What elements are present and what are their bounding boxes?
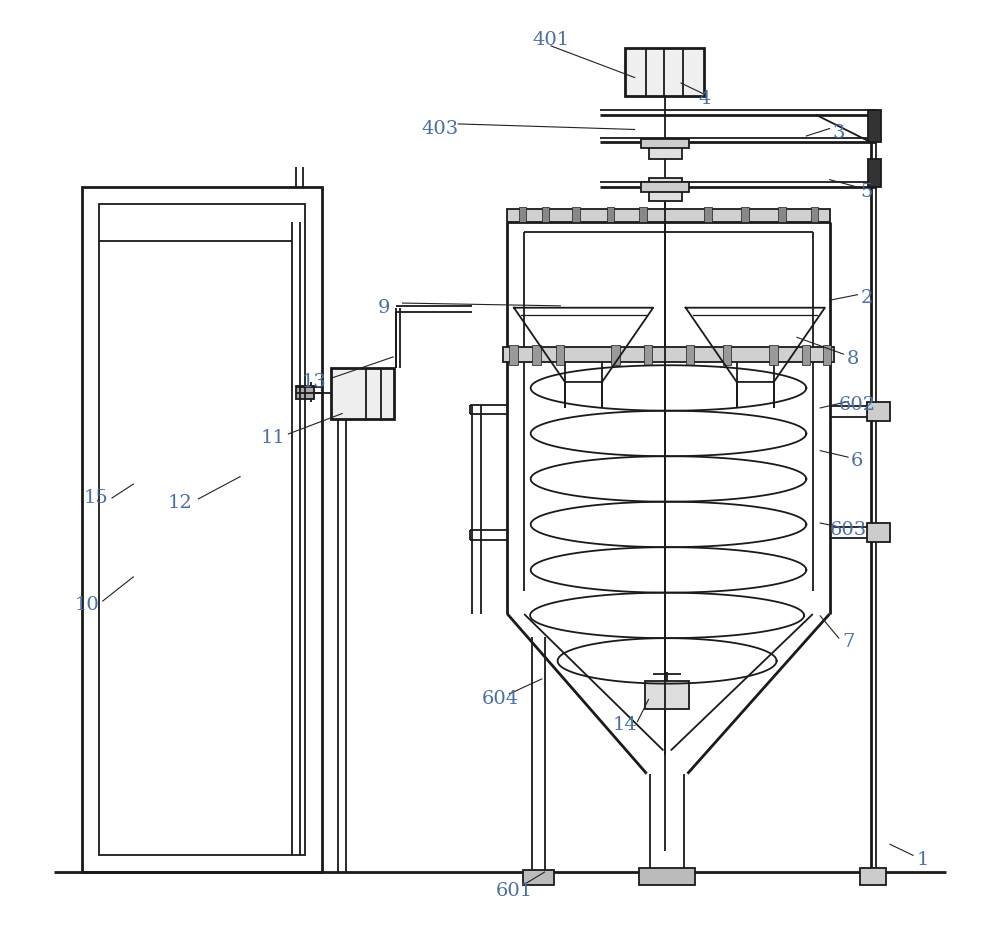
Bar [867, 523, 890, 542]
Bar [82, 187, 322, 872]
Bar [639, 869, 695, 885]
Bar [778, 208, 786, 223]
Text: 401: 401 [532, 32, 570, 49]
Bar [645, 681, 689, 708]
Bar [509, 344, 518, 365]
Bar [823, 344, 831, 365]
Text: 3: 3 [833, 124, 845, 142]
Bar [503, 346, 834, 361]
Text: 14: 14 [613, 716, 638, 735]
Bar [867, 402, 890, 421]
Bar [556, 344, 564, 365]
Text: 12: 12 [167, 493, 192, 512]
Bar [611, 344, 620, 365]
Bar [296, 385, 314, 398]
Bar [868, 110, 881, 142]
Bar [641, 182, 689, 192]
Bar [644, 344, 652, 365]
Bar [523, 870, 554, 885]
Bar [649, 139, 682, 159]
Text: 602: 602 [839, 397, 876, 414]
Bar [625, 47, 704, 96]
Text: 10: 10 [75, 596, 99, 614]
Text: 2: 2 [860, 290, 873, 307]
Bar [723, 344, 731, 365]
Bar [607, 208, 614, 223]
Text: 1: 1 [916, 851, 929, 869]
Text: 403: 403 [421, 120, 458, 139]
Bar [639, 208, 647, 223]
Text: 13: 13 [302, 373, 327, 391]
Text: 604: 604 [481, 691, 519, 708]
Text: 601: 601 [495, 882, 532, 899]
Bar [811, 208, 818, 223]
Text: 15: 15 [84, 489, 109, 507]
Text: 7: 7 [842, 633, 854, 651]
Bar [507, 209, 830, 223]
Bar [331, 368, 394, 419]
Bar [802, 344, 810, 365]
Text: 5: 5 [860, 182, 873, 201]
Bar [704, 208, 712, 223]
Text: 11: 11 [260, 428, 285, 447]
Bar [741, 208, 749, 223]
Text: 6: 6 [851, 452, 864, 470]
Bar [686, 344, 694, 365]
Bar [868, 159, 881, 187]
Text: 8: 8 [847, 350, 859, 368]
Bar [769, 344, 778, 365]
Text: 603: 603 [829, 521, 867, 539]
Bar [99, 204, 305, 856]
Text: 9: 9 [378, 299, 390, 317]
Bar [641, 139, 689, 148]
Bar [649, 178, 682, 201]
Bar [532, 344, 541, 365]
Bar [860, 869, 886, 885]
Bar [572, 208, 580, 223]
Text: 4: 4 [698, 90, 710, 108]
Bar [519, 208, 526, 223]
Bar [542, 208, 549, 223]
